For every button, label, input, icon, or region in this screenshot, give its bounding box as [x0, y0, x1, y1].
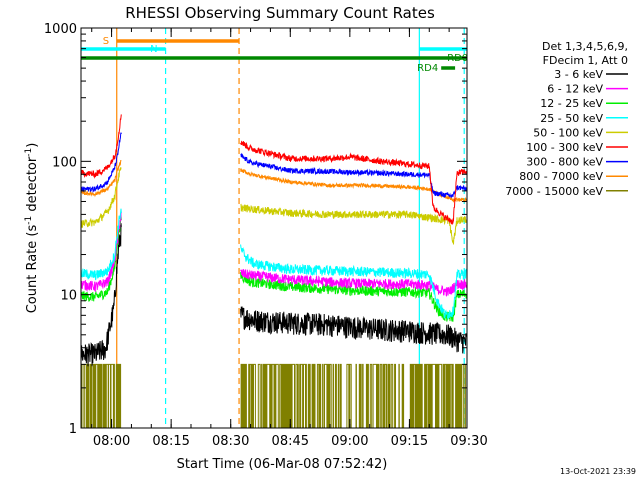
legend-label-7: 800 - 7000 keV [519, 170, 603, 183]
y-tick-label-0: 1 [69, 422, 77, 437]
x-tick-label-4: 09:00 [331, 434, 368, 449]
axes: 1 10 100 1000 08:00 08:15 08:30 08:45 09:00 09:15… [44, 22, 488, 449]
series-5-line-b [240, 140, 468, 225]
legend-label-2: 12 - 25 keV [540, 97, 603, 110]
series-0-line-a [80, 223, 122, 367]
series-1-line-b [240, 269, 468, 297]
series-4-line-a [80, 166, 122, 229]
y-tick-label-2: 100 [52, 155, 77, 170]
flag-label-1: N [150, 44, 157, 55]
legend-label-6: 300 - 800 keV [526, 156, 603, 169]
series-2-line-a [80, 214, 122, 302]
y-tick-label-3: 1000 [44, 22, 77, 37]
legend-label-0: 3 - 6 keV [554, 68, 603, 81]
plot-frame [80, 27, 468, 429]
x-tick-label-6: 09:30 [450, 434, 487, 449]
legend-label-3: 25 - 50 keV [540, 112, 603, 125]
series-5-line-a [80, 114, 122, 179]
series-7-line-a [80, 160, 122, 198]
legend-label-4: 50 - 100 keV [533, 126, 603, 139]
series-3-line-a [80, 208, 122, 281]
y-axis-label: Count Rate (s-1 detector-1) [24, 143, 40, 314]
legend-header-line-1: Det 1,3,4,5,6,9, [542, 40, 628, 53]
legend-label-5: 100 - 300 keV [526, 141, 603, 154]
flag-label-4: RD4 [417, 63, 438, 74]
flag-label-0: S [103, 36, 109, 47]
x-axis-label: Start Time (06-Mar-08 07:52:42) [177, 457, 388, 472]
x-tick-label-5: 09:15 [391, 434, 428, 449]
series-0-line-b [240, 305, 467, 354]
x-tick-label-3: 08:45 [272, 434, 309, 449]
series-7-line-b [240, 168, 468, 203]
flag-label-3: RD0 [447, 53, 468, 64]
legend-header-line-2: FDecim 1, Att 0 [543, 54, 628, 67]
x-tick-label-1: 08:15 [152, 434, 189, 449]
series-4-line-b [240, 203, 468, 245]
series-2-line-b [240, 272, 468, 322]
x-tick-label-2: 08:30 [212, 434, 249, 449]
series-6-line-a [81, 132, 122, 193]
series-3-line-b [240, 244, 467, 321]
timestamp: 13-Oct-2021 23:39 [560, 467, 636, 476]
legend-label-1: 6 - 12 keV [547, 83, 603, 96]
legend: Det 1,3,4,5,6,9, FDecim 1, Att 0 3 - 6 k… [505, 40, 628, 198]
chart-title: RHESSI Observing Summary Count Rates [125, 4, 435, 22]
x-tick-label-0: 08:00 [93, 434, 130, 449]
series-6-line-b [240, 152, 468, 199]
y-tick-label-1: 10 [60, 289, 77, 304]
legend-label-8: 7000 - 15000 keV [505, 185, 603, 198]
